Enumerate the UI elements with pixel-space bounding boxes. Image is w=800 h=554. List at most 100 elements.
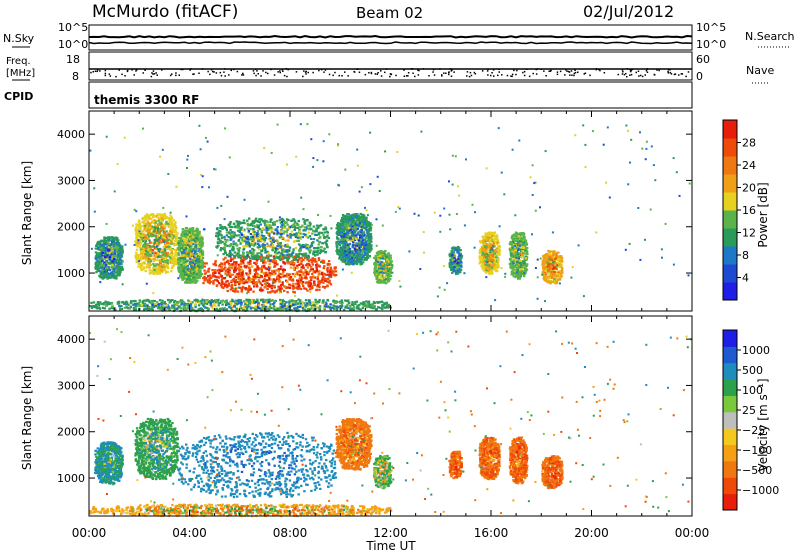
range-gate-cell [357,231,361,234]
range-gate-cell [346,213,349,216]
freq-point [453,71,455,73]
range-gate-cell [225,228,229,231]
range-gate-cell [137,220,141,224]
range-gate-cell [282,219,285,222]
range-gate-cell [183,281,187,284]
range-gate-cell [317,279,320,282]
range-gate-cell [342,256,345,259]
range-gate-cell [376,266,379,269]
range-gate-cell [344,242,348,245]
range-gate-cell [195,281,198,284]
range-gate-cell [319,246,323,249]
freq-point [328,73,331,76]
range-gate-cell [189,247,193,250]
range-gate-cell [160,241,163,244]
range-gate-cell [113,252,117,255]
range-gate-cell [325,239,329,242]
range-gate-cell [255,274,259,277]
range-gate-cell [171,265,174,268]
range-gate-cell [255,233,258,237]
range-gate-cell [297,284,300,287]
range-gate-cell [238,220,241,223]
range-gate-cell [384,275,387,278]
range-gate-cell [351,262,354,265]
range-gate-cell [257,239,260,242]
range-gate-cell [373,271,376,274]
freq-point [219,71,222,74]
range-gate-cell [317,281,320,284]
range-gate-cell [380,260,383,264]
range-gate-cell [142,236,145,239]
range-gate-cell [283,256,286,259]
range-gate-cell [231,284,234,287]
range-gate-cell [202,277,205,280]
range-gate-cell [244,237,248,240]
range-gate-cell [117,260,120,263]
range-gate-cell [348,242,351,245]
range-gate-cell [198,241,201,244]
range-gate-cell [160,219,163,222]
range-gate-cell [251,257,255,260]
range-gate-cell [352,229,355,232]
freq-point [674,73,677,75]
range-gate-cell [171,235,174,238]
range-gate-cell [168,230,172,233]
range-gate-cell [347,215,350,218]
range-gate-cell [383,264,386,267]
range-gate-cell [108,239,111,242]
range-gate-cell [241,259,245,263]
range-gate-cell [203,262,207,265]
range-gate-cell [224,269,227,272]
range-gate-cell [306,266,310,269]
range-gate-cell [254,217,258,220]
range-gate-cell [282,237,285,240]
range-gate-cell [303,222,307,225]
range-gate-cell [363,233,366,236]
range-gate-cell [249,257,252,260]
range-gate-cell [315,230,318,233]
range-gate-cell [222,253,225,256]
range-gate-cell [361,251,364,255]
range-gate-cell [260,269,263,272]
range-gate-cell [308,280,311,283]
range-gate-cell [263,265,266,268]
range-gate-cell [260,231,263,234]
range-gate-cell [353,246,356,250]
range-gate-cell [349,224,352,227]
range-gate-cell [150,213,154,217]
range-gate-cell [315,289,318,292]
range-gate-cell [229,236,232,239]
range-gate-cell [138,222,141,225]
freq-point [403,69,405,71]
range-gate-cell [359,229,362,233]
range-gate-cell [223,242,226,245]
range-gate-cell [298,248,302,251]
range-gate-cell [220,225,224,228]
range-gate-cell [156,228,160,231]
range-gate-cell [361,239,364,242]
range-gate-cell [188,227,192,230]
range-gate-cell [314,254,317,257]
range-gate-cell [158,265,161,268]
range-gate-cell [180,269,183,272]
range-gate-cell [287,286,290,289]
range-gate-cell [136,237,139,240]
range-gate-cell [225,284,228,288]
range-gate-cell [181,248,184,251]
range-gate-cell [258,276,261,279]
range-gate-cell [258,288,262,291]
range-gate-cell [370,237,373,240]
range-gate-cell [179,273,182,276]
range-gate-cell [361,245,364,248]
nsky-strip-frame [88,24,693,51]
range-gate-cell [284,221,287,224]
range-gate-cell [338,225,341,228]
range-gate-cell [315,266,318,269]
range-gate-cell [354,237,358,240]
range-gate-cell [346,251,349,254]
freq-point [236,70,239,73]
range-gate-cell [118,245,121,249]
range-gate-cell [184,280,188,283]
range-gate-cell [249,233,253,236]
range-gate-cell [164,235,167,238]
